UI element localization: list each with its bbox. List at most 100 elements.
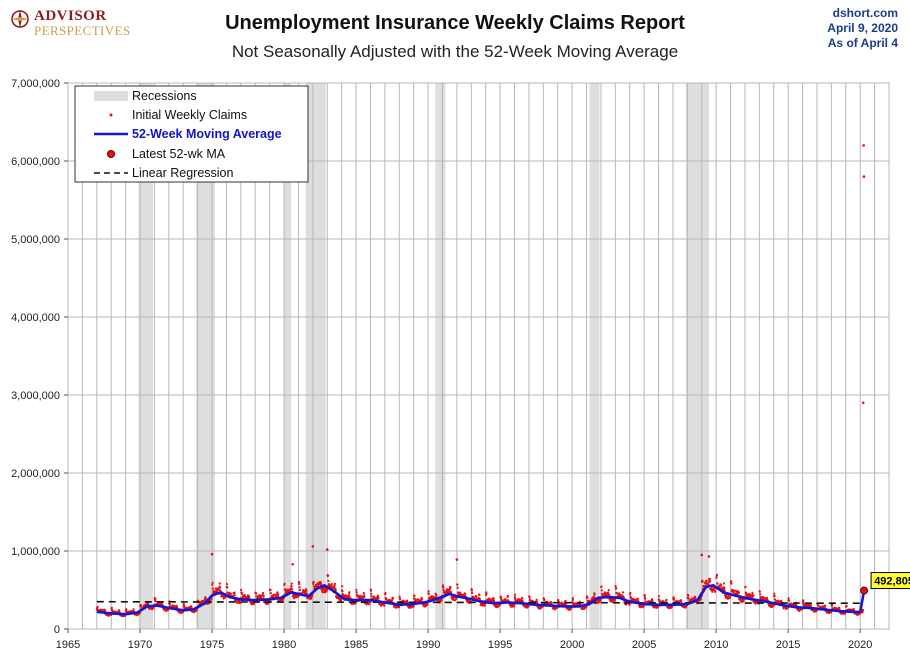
claims-point-445 bbox=[219, 586, 222, 589]
claims-point-444 bbox=[218, 582, 221, 585]
claims-point-1511 bbox=[514, 597, 517, 600]
recession-band-6 bbox=[685, 83, 709, 629]
claims-point-2030 bbox=[658, 595, 661, 598]
claims-point-1773 bbox=[586, 599, 590, 602]
claims-point-1923 bbox=[628, 603, 631, 606]
y-axis-ticks: 0 1,000,000 2,000,000 3,000,000 4,000,000 5,0… bbox=[11, 78, 68, 636]
claims-point-2239 bbox=[715, 573, 719, 576]
claims-point-106 bbox=[125, 608, 128, 611]
chart-subtitle: Not Seasonally Adjusted with the 52-Week… bbox=[231, 42, 679, 61]
claims-point-1926 bbox=[629, 591, 632, 595]
claims-point-418 bbox=[211, 581, 214, 585]
claims-extreme-9 bbox=[862, 175, 866, 178]
claims-point-861 bbox=[334, 587, 337, 590]
claims-point-887 bbox=[341, 590, 344, 593]
claims-point-361 bbox=[195, 609, 198, 612]
claims-extreme-7 bbox=[861, 401, 865, 405]
claims-point-704 bbox=[290, 582, 293, 585]
claims-point-1760 bbox=[583, 607, 586, 611]
claims-point-2302 bbox=[733, 589, 736, 592]
claims-point-498 bbox=[233, 594, 236, 597]
legend-recession-swatch bbox=[94, 91, 128, 101]
claims-point-435 bbox=[216, 590, 219, 593]
x-tick-label-1970: 1970 bbox=[128, 639, 152, 651]
claims-point-937 bbox=[355, 588, 358, 591]
y-tick-label-4: 4,000,000 bbox=[11, 312, 60, 324]
claims-point-521 bbox=[240, 588, 243, 592]
claims-point-2394 bbox=[758, 590, 762, 593]
claims-point-778 bbox=[311, 594, 314, 598]
claims-point-703 bbox=[290, 585, 293, 588]
claims-point-1303 bbox=[456, 586, 459, 589]
claims-point-1434 bbox=[492, 599, 496, 602]
claims-point-2213 bbox=[708, 577, 711, 580]
claims-point-1849 bbox=[607, 593, 611, 596]
claims-point-1873 bbox=[614, 585, 617, 588]
claims-extreme-5 bbox=[700, 553, 704, 557]
claims-point-1069 bbox=[391, 597, 394, 600]
claims-point-2083 bbox=[672, 597, 675, 600]
claims-point-2707 bbox=[845, 604, 848, 608]
claims-point-2006 bbox=[651, 600, 654, 603]
claims-point-497 bbox=[233, 591, 236, 594]
claims-point-1045 bbox=[385, 597, 388, 601]
claims-point-1244 bbox=[440, 599, 443, 602]
claims-point-1330 bbox=[464, 592, 467, 595]
claims-point-890 bbox=[342, 593, 345, 597]
x-tick-label-1990: 1990 bbox=[416, 639, 440, 651]
claims-point-1299 bbox=[455, 597, 458, 600]
latest-ma-point bbox=[860, 586, 869, 595]
claims-point-2328 bbox=[740, 601, 743, 604]
claims-point-1293 bbox=[453, 599, 457, 602]
claims-point-1093 bbox=[398, 595, 401, 598]
y-tick-label-7: 7,000,000 bbox=[11, 78, 60, 90]
claims-point-886 bbox=[341, 585, 344, 588]
y-tick-label-0: 0 bbox=[54, 624, 60, 636]
claims-point-1870 bbox=[613, 599, 616, 602]
claims-point-393 bbox=[204, 597, 207, 600]
claims-point-1383 bbox=[478, 597, 481, 601]
claims-point-1017 bbox=[377, 597, 380, 600]
claims-extreme-8 bbox=[862, 144, 865, 147]
source-site: dshort.com bbox=[832, 6, 898, 20]
claims-point-1095 bbox=[399, 597, 402, 601]
claims-point-809 bbox=[319, 582, 322, 585]
claims-point-1279 bbox=[450, 590, 453, 594]
claims-point-2318 bbox=[737, 591, 741, 594]
claims-point-628 bbox=[269, 592, 272, 595]
claims-point-2446 bbox=[773, 592, 776, 595]
compass-icon bbox=[11, 10, 29, 28]
claims-point-860 bbox=[333, 582, 337, 585]
legend-latest-ma: Latest 52-wk MA bbox=[132, 147, 226, 161]
claims-point-534 bbox=[243, 593, 246, 597]
claims-point-1148 bbox=[413, 597, 416, 600]
claims-point-2233 bbox=[714, 590, 717, 593]
source-info: dshort.com April 9, 2020 As of April 4 bbox=[827, 6, 898, 51]
claims-point-1911 bbox=[625, 603, 628, 606]
claims-point-730 bbox=[297, 581, 301, 584]
latest-ma-callout-label: 492,805 bbox=[874, 576, 910, 588]
claims-point-1563 bbox=[528, 596, 531, 599]
claims-point-783 bbox=[312, 580, 315, 584]
claims-point-2370 bbox=[752, 594, 755, 598]
claims-point-1250 bbox=[441, 584, 445, 587]
claims-point-3 bbox=[96, 605, 99, 609]
claims-point-1717 bbox=[571, 600, 574, 603]
claims-point-1401 bbox=[483, 604, 486, 607]
recession-band-1 bbox=[196, 83, 215, 629]
claims-point-417 bbox=[211, 583, 214, 586]
claims-point-1978 bbox=[643, 594, 646, 597]
claims-point-2266 bbox=[723, 586, 726, 590]
claims-point-705 bbox=[291, 588, 294, 591]
claims-point-775 bbox=[310, 597, 313, 600]
claims-point-1174 bbox=[420, 598, 424, 601]
claims-point-566 bbox=[252, 603, 255, 606]
claims-point-2367 bbox=[751, 591, 754, 594]
claims-point-1371 bbox=[475, 595, 478, 598]
claims-point-992 bbox=[370, 595, 373, 598]
claims-point-419 bbox=[211, 587, 214, 590]
claims-point-728 bbox=[297, 595, 300, 598]
recession-band-0 bbox=[138, 83, 153, 629]
claims-point-2291 bbox=[730, 582, 733, 585]
legend: Recessions Initial Weekly Claims 52-Week… bbox=[74, 85, 309, 183]
